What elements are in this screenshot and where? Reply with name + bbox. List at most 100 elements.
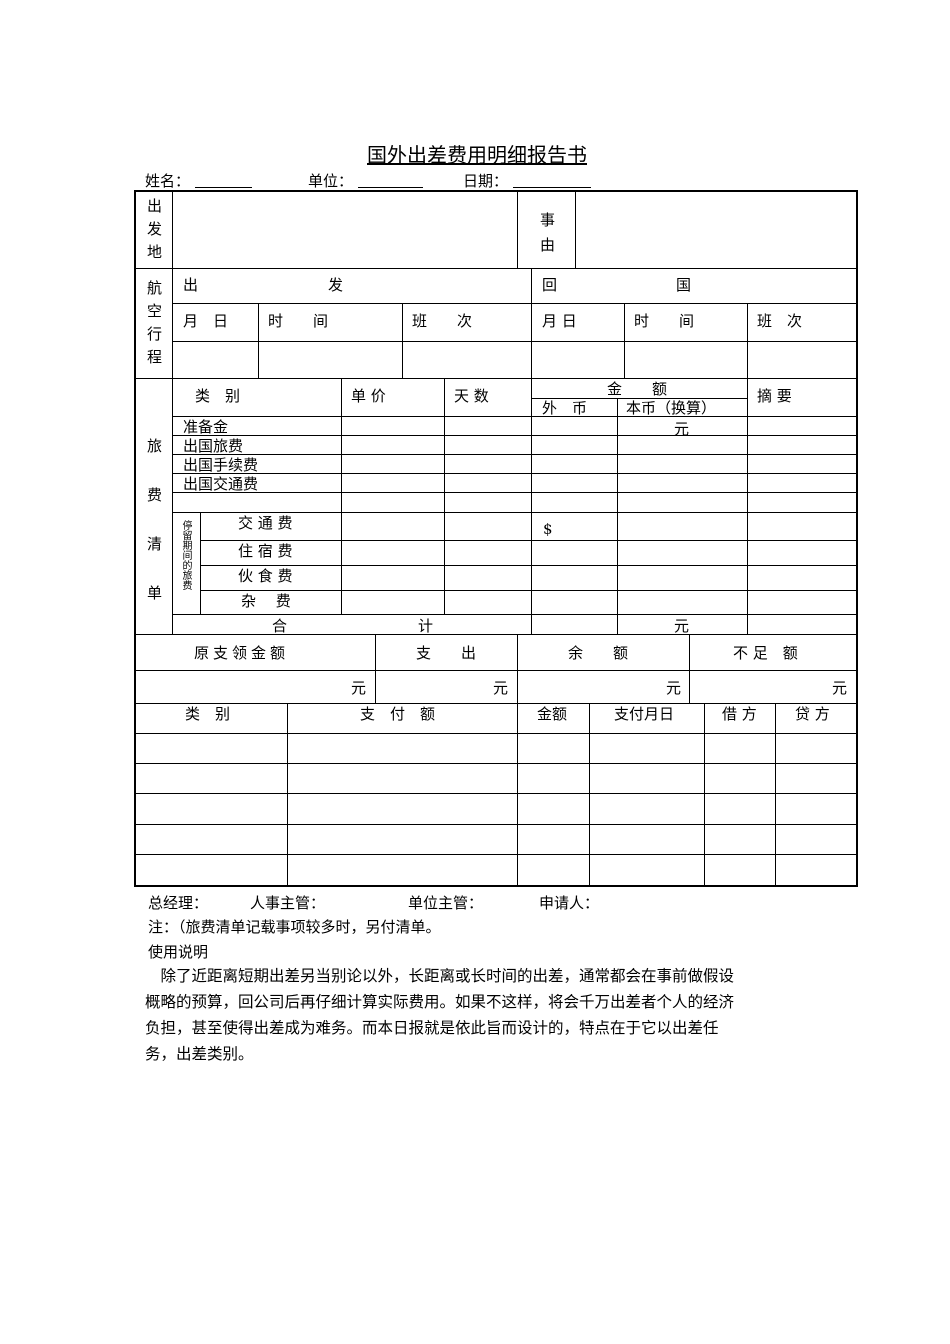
date-label: 日期： [463,172,509,190]
reserve-unit: 元 [674,420,690,438]
total-a: 合 [272,617,288,635]
depart-a: 出 [183,276,199,294]
stay-transport: 交 通 费 [238,514,293,532]
grid-line [135,793,856,794]
stay-label: 停留期间的旅费 [180,520,191,590]
col-return-date: 月 日 [542,312,577,330]
grid-line [200,565,856,566]
grid-line [589,703,590,885]
grid-line [172,303,856,304]
grid-line [689,634,690,703]
grid-line [704,703,705,885]
dollar-sign: $ [543,520,553,538]
grid-line [172,341,856,342]
col-return-time: 时 间 [634,312,695,330]
usage-text: 除了近距离短期出差另当别论以外，长距离或长时间的出差，通常都会在事前做假设概略的… [145,967,735,1063]
grid-line [375,634,376,703]
reason-label: 事由 [538,212,556,262]
unit-label: 单位： [308,172,354,190]
name-field[interactable] [195,187,252,188]
pay-debit: 借 方 [722,705,757,723]
unit-3: 元 [666,679,682,697]
grid-line [531,398,747,399]
name-label: 姓名： [145,172,191,190]
pay-date: 支付月日 [614,705,675,723]
col-depart-date: 月 日 [183,312,229,330]
grid-line [135,378,856,379]
grid-line [135,268,856,269]
balance-remain: 余 额 [568,644,629,662]
grid-line [258,303,259,378]
grid-line [517,634,518,703]
unit-2: 元 [493,679,509,697]
head-days: 天 数 [454,387,489,405]
balance-shortfall: 不 足 额 [733,644,798,662]
grid-line [135,634,856,635]
sig-applicant: 申请人： [539,894,600,912]
grid-line [135,703,856,704]
sig-unit: 单位主管： [408,894,484,912]
grid-line [517,703,518,885]
grid-line [172,416,856,417]
grid-line [200,590,856,591]
balance-spent: 支 出 [416,644,477,662]
head-amount: 金 额 [607,380,668,398]
sig-hr: 人事主管： [250,894,326,912]
grid-line [172,435,856,436]
grid-line [444,378,445,614]
item-travel: 出国旅费 [183,437,244,455]
unit-field[interactable] [358,187,423,188]
grid-line [775,703,776,885]
flight-label: 航空行程 [145,280,163,372]
stay-misc: 杂 费 [241,592,291,610]
return-b: 国 [676,276,692,294]
total-unit: 元 [674,617,690,635]
grid-line [200,540,856,541]
grid-line [287,703,288,885]
col-depart-flight: 班 次 [412,312,473,330]
grid-line [402,303,403,378]
grid-line [624,303,625,378]
pay-category: 类 别 [185,705,231,723]
grid-line [617,398,618,634]
unit-4: 元 [832,679,848,697]
grid-line [341,378,342,614]
head-summary: 摘 要 [757,387,792,405]
grid-line [172,512,856,513]
grid-line [517,192,518,268]
grid-line [172,192,173,634]
return-a: 回 [542,276,558,294]
head-local: 本币（换算） [626,399,717,417]
head-price: 单 价 [351,387,386,405]
balance-original: 原支领金额 [194,644,290,662]
grid-line [531,268,532,634]
page-title: 国外出差费用明细报告书 [367,143,587,167]
stay-meals: 伙 食 费 [238,567,293,585]
item-fees: 出国手续费 [183,456,259,474]
stay-lodging: 住 宿 费 [238,542,293,560]
item-reserve: 准备金 [183,418,229,436]
grid-line [200,512,201,614]
grid-line [172,492,856,493]
grid-line [172,614,856,615]
head-category: 类 别 [195,387,241,405]
head-foreign: 外 币 [542,399,588,417]
unit-1: 元 [351,679,367,697]
col-depart-time: 时 间 [268,312,329,330]
pay-credit: 贷 方 [795,705,830,723]
grid-line [747,303,748,634]
grid-line [172,473,856,474]
grid-line [135,763,856,764]
date-field[interactable] [513,187,591,188]
grid-line [135,854,856,855]
departure-label: 出发地 [145,198,163,267]
expenses-label: 旅费清单 [145,438,163,634]
grid-line [135,733,856,734]
pay-amount: 支 付 额 [360,705,436,723]
note: 注：（旅费清单记载事项较多时，另付清单。 [148,918,441,936]
col-return-flight: 班 次 [757,312,803,330]
grid-line [135,670,856,671]
grid-line [172,454,856,455]
depart-b: 发 [328,276,344,294]
grid-line [135,824,856,825]
